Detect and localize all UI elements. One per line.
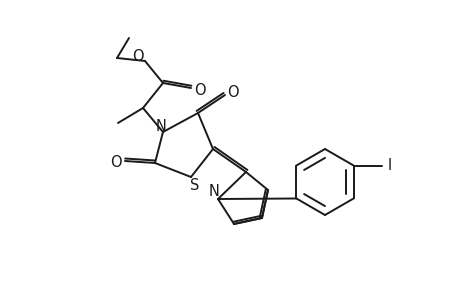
Text: O: O bbox=[227, 85, 238, 100]
Text: S: S bbox=[190, 178, 199, 193]
Text: I: I bbox=[386, 158, 391, 173]
Text: O: O bbox=[110, 154, 122, 169]
Text: O: O bbox=[132, 49, 144, 64]
Text: N: N bbox=[155, 118, 166, 134]
Text: O: O bbox=[194, 82, 205, 98]
Text: N: N bbox=[208, 184, 219, 200]
